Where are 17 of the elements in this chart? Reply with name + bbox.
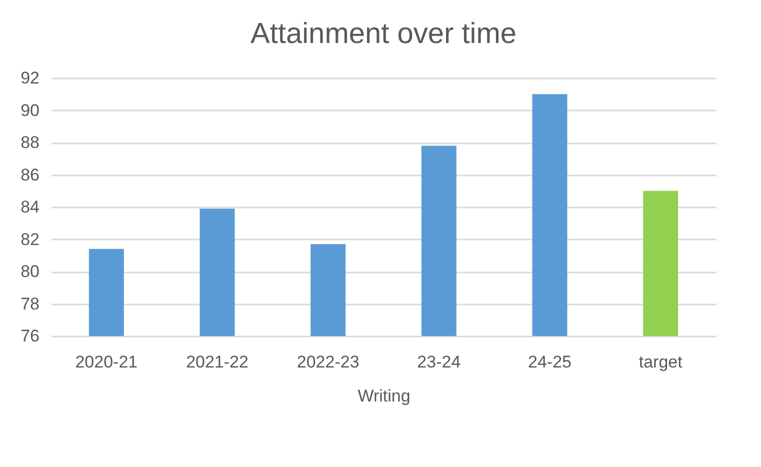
y-tick-label: 92	[20, 68, 40, 88]
x-tick-label: 23-24	[417, 352, 461, 372]
chart-title: Attainment over time	[250, 18, 516, 50]
y-tick-label: 86	[20, 165, 40, 184]
y-tick-label: 88	[20, 133, 40, 152]
x-tick-label: 2020-21	[75, 352, 138, 372]
y-tick-label: 76	[20, 326, 40, 346]
x-axis-title: Writing	[358, 386, 410, 406]
y-tick-label: 78	[20, 294, 40, 314]
x-tick-label: 2021-22	[186, 352, 248, 372]
y-tick-label: 82	[20, 230, 40, 249]
y-tick-label: 80	[20, 262, 40, 281]
x-tick-label: target	[638, 352, 683, 372]
y-tick-label: 90	[20, 100, 40, 120]
x-tick-label: 24-25	[528, 352, 572, 372]
y-tick-label: 84	[20, 198, 40, 216]
x-tick-label: 2022-23	[296, 352, 360, 372]
